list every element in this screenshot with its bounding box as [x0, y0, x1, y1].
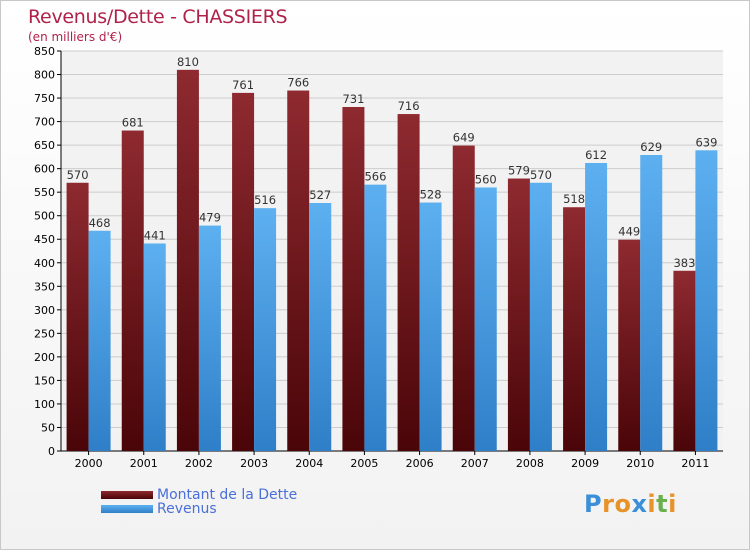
- legend-label-revenus: Revenus: [157, 501, 217, 517]
- bar-revenus-2003: [254, 208, 277, 451]
- x-tick-label: 2008: [516, 457, 544, 470]
- y-tick-label: 700: [34, 116, 55, 129]
- legend-label-dette: Montant de la Dette: [157, 487, 298, 503]
- data-label-dette-2005: 731: [342, 92, 364, 106]
- bar-dette-2003: [232, 92, 255, 451]
- proxiti-logo: Proxiti: [584, 490, 677, 518]
- data-label-revenus-2007: 560: [475, 172, 497, 186]
- logo-letter: P: [584, 490, 603, 518]
- y-tick-label: 350: [34, 280, 55, 293]
- chart-subtitle: (en milliers d'€): [28, 30, 123, 44]
- bar-dette-2005: [342, 107, 365, 451]
- y-tick-label: 600: [34, 163, 55, 176]
- x-tick-label: 2002: [185, 457, 213, 470]
- y-tick-label: 50: [41, 421, 55, 434]
- bar-dette-2002: [176, 69, 199, 451]
- bar-revenus-2006: [419, 202, 442, 451]
- bar-revenus-2011: [695, 150, 718, 451]
- data-label-dette-2009: 518: [563, 192, 585, 206]
- y-tick-label: 100: [34, 398, 55, 411]
- y-tick-label: 250: [34, 327, 55, 340]
- logo-letter: i: [668, 490, 677, 518]
- legend-item-dette: Montant de la Dette: [101, 487, 297, 503]
- y-tick-label: 400: [34, 257, 55, 270]
- data-label-dette-2006: 716: [398, 99, 420, 113]
- data-label-dette-2004: 766: [287, 76, 309, 90]
- data-label-revenus-2000: 468: [89, 216, 111, 230]
- y-tick-label: 300: [34, 304, 55, 317]
- logo-letter: x: [631, 490, 648, 518]
- bar-dette-2011: [673, 270, 696, 451]
- x-tick-label: 2001: [130, 457, 158, 470]
- bar-revenus-2001: [143, 243, 166, 451]
- data-label-revenus-2004: 527: [309, 188, 331, 202]
- data-label-revenus-2003: 516: [254, 193, 276, 207]
- data-label-dette-2007: 649: [453, 131, 475, 145]
- bar-dette-2004: [287, 90, 310, 451]
- x-tick-label: 2000: [75, 457, 103, 470]
- bar-dette-2006: [397, 114, 420, 451]
- y-tick-label: 800: [34, 69, 55, 82]
- y-tick-label: 500: [34, 210, 55, 223]
- y-tick-label: 750: [34, 92, 55, 105]
- data-label-revenus-2002: 479: [199, 211, 221, 225]
- bar-revenus-2009: [585, 163, 608, 451]
- bar-revenus-2005: [364, 184, 387, 451]
- data-label-revenus-2008: 570: [530, 168, 552, 182]
- x-tick-label: 2006: [406, 457, 434, 470]
- data-label-revenus-2005: 566: [364, 170, 386, 184]
- data-label-dette-2010: 449: [618, 225, 640, 239]
- data-label-revenus-2011: 639: [695, 135, 717, 149]
- data-label-dette-2000: 570: [67, 168, 89, 182]
- bar-revenus-2008: [529, 182, 552, 451]
- y-tick-label: 200: [34, 351, 55, 364]
- data-label-revenus-2006: 528: [420, 188, 442, 202]
- y-tick-label: 450: [34, 233, 55, 246]
- x-tick-label: 2011: [681, 457, 709, 470]
- bar-revenus-2010: [640, 155, 663, 451]
- data-label-dette-2008: 579: [508, 164, 530, 178]
- bar-dette-2009: [563, 207, 586, 451]
- legend-swatch-revenus: [101, 505, 153, 513]
- data-label-dette-2002: 810: [177, 55, 199, 69]
- logo-letter: i: [647, 490, 657, 518]
- x-tick-label: 2009: [571, 457, 599, 470]
- logo-letter: t: [656, 490, 669, 518]
- legend-swatch-dette: [101, 491, 153, 499]
- bar-dette-2007: [452, 145, 475, 451]
- bar-dette-2010: [618, 239, 641, 451]
- legend-item-revenus: Revenus: [101, 501, 217, 517]
- y-tick-label: 850: [34, 45, 55, 58]
- data-label-dette-2001: 681: [122, 116, 144, 130]
- data-label-revenus-2009: 612: [585, 148, 607, 162]
- bar-dette-2001: [121, 130, 144, 451]
- data-label-revenus-2010: 629: [640, 140, 662, 154]
- bar-revenus-2000: [88, 230, 111, 451]
- x-tick-label: 2010: [626, 457, 654, 470]
- plot-area: [61, 51, 723, 451]
- x-tick-label: 2003: [240, 457, 268, 470]
- y-tick-label: 650: [34, 139, 55, 152]
- bar-revenus-2007: [474, 187, 497, 451]
- x-tick-label: 2007: [461, 457, 489, 470]
- chart-title: Revenus/Dette - CHASSIERS: [28, 6, 288, 28]
- bar-revenus-2002: [198, 225, 221, 451]
- bar-dette-2000: [66, 182, 89, 451]
- bar-revenus-2004: [309, 203, 332, 451]
- data-label-dette-2011: 383: [673, 256, 695, 270]
- x-tick-label: 2004: [295, 457, 323, 470]
- logo-letter: r: [602, 490, 615, 518]
- y-tick-label: 0: [48, 445, 55, 458]
- logo-letter: o: [614, 490, 632, 518]
- data-label-dette-2003: 761: [232, 78, 254, 92]
- bar-dette-2008: [507, 178, 530, 451]
- data-label-revenus-2001: 441: [144, 228, 166, 242]
- y-tick-label: 550: [34, 186, 55, 199]
- y-tick-label: 150: [34, 374, 55, 387]
- x-tick-label: 2005: [350, 457, 378, 470]
